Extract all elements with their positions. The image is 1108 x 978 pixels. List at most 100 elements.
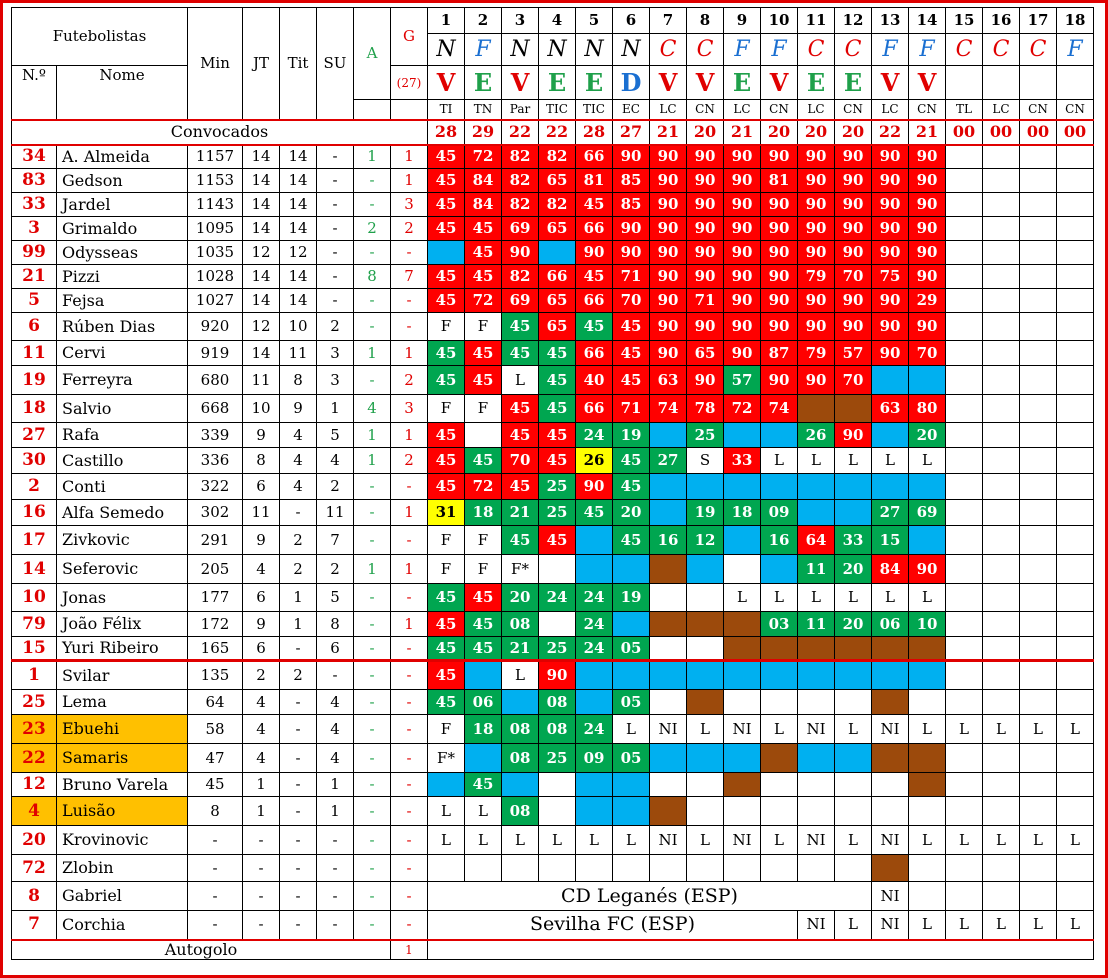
player-assists: - — [353, 659, 391, 690]
game-competition: TIC — [538, 99, 576, 120]
game-cell: 71 — [612, 264, 650, 289]
game-cell — [612, 659, 650, 690]
player-goals: 3 — [390, 192, 428, 217]
player-name: Gabriel — [56, 881, 188, 911]
player-row: 8 Gabriel - - - - - - CD Leganés (ESP) NI — [11, 881, 1094, 911]
player-minutes: 1157 — [187, 143, 243, 169]
game-cell — [1056, 394, 1094, 423]
convocados-count: 29 — [464, 118, 502, 145]
game-cell: 70 — [834, 264, 872, 289]
game-cell: L — [464, 796, 502, 826]
game-cell: NI — [723, 714, 761, 744]
autogolo-label: Autogolo — [11, 938, 391, 960]
game-cell — [945, 143, 983, 169]
game-cell — [945, 659, 983, 690]
player-goals: - — [390, 689, 428, 715]
game-cell: 18 — [723, 499, 761, 526]
game-cell — [908, 473, 946, 500]
game-cell: 45 — [464, 772, 502, 797]
game-cell: 82 — [501, 168, 539, 193]
game-cell — [723, 422, 761, 448]
game-cell: 16 — [760, 525, 798, 555]
game-cell: F — [427, 554, 465, 584]
game-cell: 64 — [797, 525, 835, 555]
player-subs: - — [316, 192, 354, 217]
game-cell: 45 — [612, 365, 650, 395]
game-cell — [686, 854, 724, 882]
player-games: - — [242, 881, 280, 911]
game-cell: 81 — [575, 168, 613, 193]
game-cell — [982, 447, 1020, 474]
player-number: 72 — [11, 854, 57, 882]
player-games: 4 — [242, 743, 280, 773]
game-cell — [1056, 659, 1094, 690]
player-starts: - — [279, 881, 317, 911]
game-cell — [686, 689, 724, 715]
player-games: 6 — [242, 583, 280, 612]
game-cell — [686, 636, 724, 661]
player-name: Rúben Dias — [56, 312, 188, 341]
player-games: 14 — [242, 288, 280, 313]
game-cell — [538, 772, 576, 797]
game-cell: F — [464, 554, 502, 584]
player-starts: - — [279, 689, 317, 715]
game-cell: 90 — [686, 365, 724, 395]
player-number: 22 — [11, 743, 57, 773]
game-cell — [1056, 796, 1094, 826]
player-number: 19 — [11, 365, 57, 395]
game-cell: 90 — [612, 240, 650, 265]
game-competition: CN — [834, 99, 872, 120]
player-assists: - — [353, 168, 391, 193]
game-cell — [982, 422, 1020, 448]
player-number: 1 — [11, 659, 57, 690]
game-number: 7 — [649, 7, 687, 34]
player-number: 18 — [11, 394, 57, 423]
game-cell — [1056, 583, 1094, 612]
game-cell: F — [464, 312, 502, 341]
player-minutes: 177 — [187, 583, 243, 612]
game-cell: 69 — [908, 499, 946, 526]
game-cell: 45 — [464, 583, 502, 612]
game-cell: 66 — [575, 340, 613, 366]
player-name: Zivkovic — [56, 525, 188, 555]
game-cell: 90 — [686, 312, 724, 341]
game-cell — [982, 473, 1020, 500]
game-cell: 90 — [649, 168, 687, 193]
game-cell: L — [908, 910, 946, 940]
game-cell — [945, 192, 983, 217]
convocados-count: 00 — [982, 118, 1020, 145]
game-cell — [1019, 340, 1057, 366]
player-assists: - — [353, 611, 391, 637]
game-cell: NI — [797, 714, 835, 744]
game-cell: 90 — [723, 168, 761, 193]
game-cell — [1056, 422, 1094, 448]
player-name: Cervi — [56, 340, 188, 366]
player-goals: - — [390, 743, 428, 773]
game-cell — [908, 636, 946, 661]
player-name: Corchia — [56, 910, 188, 940]
player-number: 99 — [11, 240, 57, 265]
player-goals: 1 — [390, 499, 428, 526]
game-competition: Par — [501, 99, 539, 120]
player-row: 16 Alfa Semedo 302 11-11-1 31 18 21 25 45 20 19 18 0… — [11, 499, 1094, 526]
player-games: 1 — [242, 796, 280, 826]
game-cell: 21 — [501, 499, 539, 526]
game-cell: 20 — [501, 583, 539, 612]
game-cell — [464, 659, 502, 690]
game-cell: 90 — [797, 143, 835, 169]
game-cell: L — [686, 714, 724, 744]
game-cell — [797, 473, 835, 500]
header-su: SU — [316, 7, 354, 120]
game-cell: L — [612, 825, 650, 855]
game-cell — [1019, 240, 1057, 265]
game-cell: 90 — [908, 554, 946, 584]
game-cell: 90 — [649, 264, 687, 289]
player-number: 11 — [11, 340, 57, 366]
game-competition: TL — [945, 99, 983, 120]
game-cell — [464, 743, 502, 773]
game-result: E — [464, 65, 502, 100]
player-games: 14 — [242, 216, 280, 241]
game-cell: 90 — [908, 240, 946, 265]
game-cell: 90 — [649, 192, 687, 217]
game-cell — [1056, 168, 1094, 193]
